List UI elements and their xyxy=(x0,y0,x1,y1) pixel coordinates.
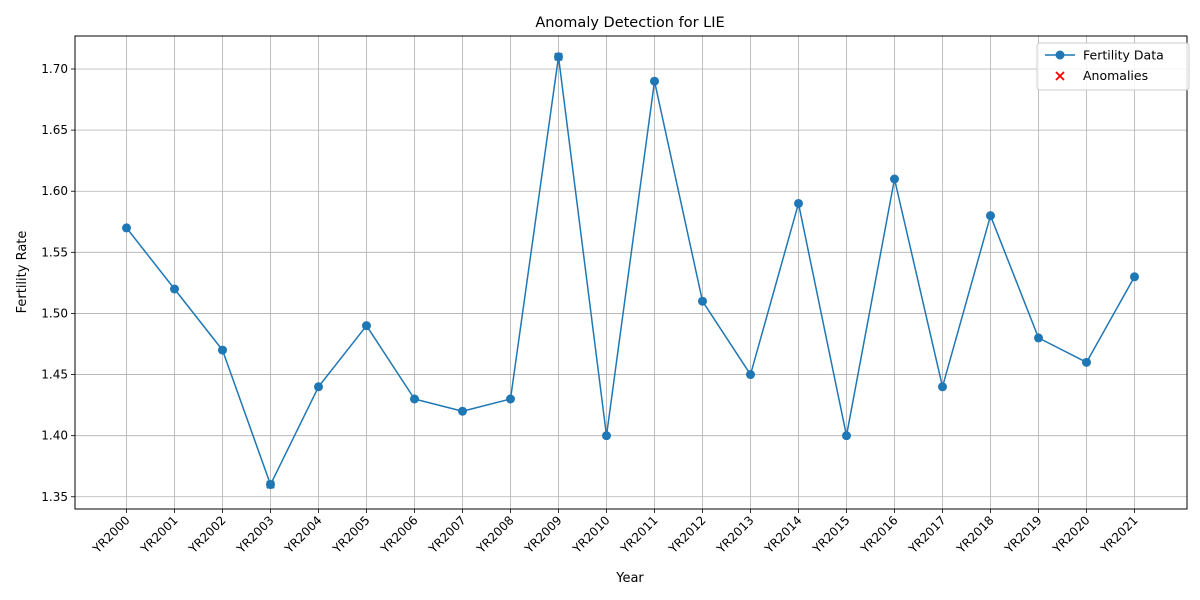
x-tick-label: YR2005 xyxy=(329,513,372,556)
x-tick-label: YR2009 xyxy=(521,513,564,556)
data-point xyxy=(986,211,995,221)
data-point xyxy=(1130,272,1139,282)
anomaly-marker-stroke xyxy=(554,52,563,62)
chart-title: Anomaly Detection for LIE xyxy=(535,15,724,31)
data-point xyxy=(410,394,419,404)
data-point xyxy=(362,321,371,331)
data-point xyxy=(170,284,179,294)
y-tick-label: 1.65 xyxy=(41,123,68,137)
data-point xyxy=(698,296,707,306)
y-tick-label: 1.50 xyxy=(41,306,68,320)
x-tick-label: YR2018 xyxy=(953,513,996,556)
x-tick-label: YR2003 xyxy=(233,513,276,556)
data-point xyxy=(650,76,659,86)
x-tick-label: YR2015 xyxy=(809,513,852,556)
data-point xyxy=(602,431,611,441)
x-axis-title: Year xyxy=(615,571,644,586)
x-tick-label: YR2007 xyxy=(425,513,468,556)
data-point xyxy=(1034,333,1043,343)
x-tick-label: YR2001 xyxy=(137,513,180,556)
x-tick-label: YR2002 xyxy=(185,513,228,556)
y-axis-title: Fertility Rate xyxy=(15,231,30,314)
x-tick-label: YR2013 xyxy=(713,513,756,556)
x-tick-label: YR2012 xyxy=(665,513,708,556)
y-tick-label: 1.60 xyxy=(41,184,68,198)
y-tick-label: 1.70 xyxy=(41,62,68,76)
legend: Fertility Data Anomalies xyxy=(1036,42,1190,91)
x-tick-label: YR2000 xyxy=(89,513,132,556)
data-point xyxy=(746,370,755,380)
data-point xyxy=(458,406,467,416)
anomaly-marker-stroke xyxy=(266,480,275,489)
x-tick-label: YR2008 xyxy=(473,513,516,556)
legend-circle-marker xyxy=(1055,50,1065,60)
x-tick-label: YR2004 xyxy=(281,513,324,556)
data-point xyxy=(122,223,131,233)
anomaly-markers xyxy=(266,52,563,489)
x-tick-label: YR2010 xyxy=(569,513,612,556)
y-tick-label: 1.40 xyxy=(41,429,68,443)
data-point xyxy=(506,394,515,404)
y-tick-label: 1.45 xyxy=(41,368,68,382)
data-point xyxy=(794,198,803,208)
anomaly-marker xyxy=(554,52,563,62)
y-tick-label: 1.35 xyxy=(41,490,68,504)
series-line-fertility-data xyxy=(125,56,1136,486)
y-axis: 1.35 1.40 1.45 1.50 1.55 1.60 1.65 1.70 xyxy=(41,62,75,504)
x-tick-label: YR2006 xyxy=(377,513,420,556)
plot-area-frame xyxy=(74,35,1188,510)
anomaly-marker xyxy=(266,480,275,489)
data-point xyxy=(938,382,947,392)
x-tick-label: YR2017 xyxy=(905,513,948,556)
data-point xyxy=(218,345,227,355)
legend-x-marker xyxy=(1055,71,1065,81)
x-tick-label: YR2020 xyxy=(1049,513,1092,556)
x-tick-label: YR2016 xyxy=(857,513,900,556)
x-tick-label: YR2021 xyxy=(1097,513,1140,556)
legend-label-anomalies: Anomalies xyxy=(1083,68,1148,83)
x-axis: YR2000 YR2001 YR2002 YR2003 YR2004 YR2005 YR20… xyxy=(89,509,1141,557)
x-tick-label: YR2019 xyxy=(1001,513,1044,556)
y-tick-label: 1.55 xyxy=(41,245,68,259)
legend-x-stroke xyxy=(1055,71,1065,81)
data-point xyxy=(1082,357,1091,367)
grid xyxy=(75,36,1187,509)
data-point xyxy=(314,382,323,392)
series-fertility-data xyxy=(122,52,1139,490)
legend-label-fertility-data: Fertility Data xyxy=(1083,48,1164,63)
x-tick-label: YR2014 xyxy=(761,513,804,556)
data-point xyxy=(842,431,851,441)
x-tick-label: YR2011 xyxy=(617,513,660,556)
data-point xyxy=(890,174,899,184)
